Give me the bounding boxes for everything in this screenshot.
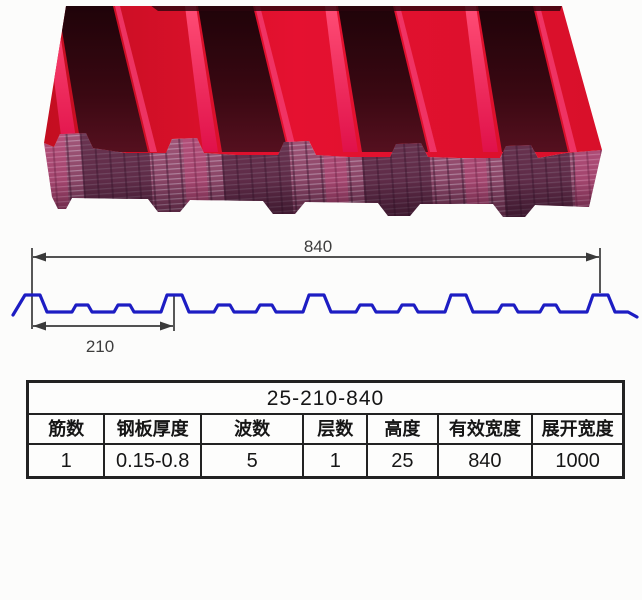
profile-diagram: 840 210 — [0, 228, 642, 373]
col-header-effective-width: 有效宽度 — [436, 413, 534, 445]
value-layer-count: 1 — [302, 443, 369, 479]
col-header-height: 高度 — [366, 413, 439, 445]
value-rib-count: 1 — [26, 443, 106, 479]
dimension-210 — [33, 296, 175, 331]
value-unfolded-width: 1000 — [531, 443, 625, 479]
dimension-210-label: 210 — [86, 337, 114, 356]
value-wave-count: 5 — [199, 443, 305, 479]
value-steel-thickness: 0.15-0.8 — [103, 443, 202, 479]
col-header-unfolded-width: 展开宽度 — [531, 413, 625, 445]
sheet-far-edge-line — [150, 6, 562, 11]
col-header-steel-thickness: 钢板厚度 — [103, 413, 202, 445]
col-header-wave-count: 波数 — [199, 413, 305, 445]
profile-drawing: 840 210 — [11, 237, 639, 356]
spec-table: 25-210-840 筋数 钢板厚度 波数 层数 高度 有效宽度 展开宽度 1 … — [26, 380, 625, 479]
value-height: 25 — [366, 443, 439, 479]
rib-highlight-stripes — [45, 6, 577, 152]
profile-line — [11, 293, 639, 319]
value-effective-width: 840 — [436, 443, 534, 479]
rib-shadow-bands — [58, 6, 568, 152]
table-title: 25-210-840 — [26, 380, 625, 415]
roofing-sheet-photo-illustration — [44, 6, 602, 217]
dimension-840 — [31, 248, 601, 329]
sheet-top-face — [44, 6, 602, 158]
product-photo — [0, 0, 642, 228]
col-header-rib-count: 筋数 — [26, 413, 106, 445]
col-header-layer-count: 层数 — [302, 413, 369, 445]
dimension-840-label: 840 — [304, 237, 332, 256]
